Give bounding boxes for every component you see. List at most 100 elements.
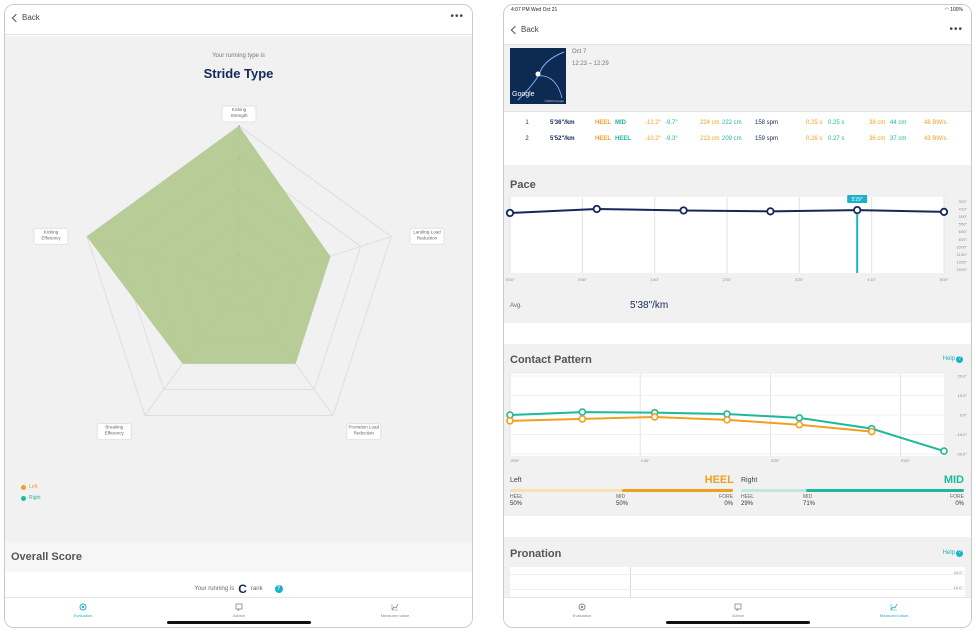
contact-pattern-section: Contact Pattern Help? 0'00" 1'40" 3'20" 5'0… (504, 344, 971, 516)
split-bar-fill (621, 489, 733, 492)
lap-number: 2 (525, 136, 529, 142)
lap-left-pronation: -10.2° (645, 136, 662, 142)
contact-x-tick: 3'20" (771, 458, 780, 463)
contact-point-right (578, 408, 587, 416)
tab-measured-value[interactable]: Measured value (854, 603, 934, 618)
tab-label: Advice (232, 613, 245, 618)
more-options-button[interactable]: ••• (949, 24, 963, 35)
radar-axis-text: Kicking (232, 107, 247, 112)
evaluation-icon (578, 603, 586, 611)
legend-item-right: Right (21, 495, 41, 501)
pace-line (509, 207, 945, 214)
rank-help-button[interactable]: ? (274, 585, 283, 593)
session-header: Google ©2020 Google Oct 7 12:23 – 12:29 (504, 45, 971, 111)
help-label: Help (942, 550, 955, 556)
legend-label-left: Left (29, 484, 38, 490)
pace-x-tick: 0'50" (578, 277, 587, 282)
contact-pattern-title: Contact Pattern (510, 354, 592, 366)
wifi-icon: ◠ (944, 7, 949, 13)
left-foot-label: Left (510, 477, 522, 484)
pace-point (939, 207, 949, 216)
right-top-bar: Back ••• (504, 19, 971, 45)
contact-y-tick: 10.0° (958, 393, 968, 398)
pace-y-tick: 4'10" (959, 208, 968, 212)
home-indicator (665, 621, 810, 624)
tab-advice[interactable]: Advice (199, 603, 279, 618)
contact-y-tick: -20.0° (956, 452, 967, 457)
lap-impact: 43 BW/s (924, 136, 947, 142)
pronation-help-button[interactable]: Help? (943, 550, 963, 557)
radar-axis-text: Pronation Load (349, 425, 380, 430)
table-row[interactable]: 2 5'52"/km HEEL HEEL -10.2° -9.3° 213 cm… (504, 131, 954, 147)
grid-line (630, 567, 631, 599)
contact-y-tick: -10.0° (956, 432, 967, 437)
pace-point (592, 204, 601, 214)
question-icon: ? (956, 356, 963, 363)
back-label: Back (22, 13, 40, 22)
radar-label-box (346, 423, 382, 441)
radar-chart: ABCDEKickingStrengthLanding LoadReductio… (33, 105, 445, 441)
more-options-button[interactable]: ••• (450, 11, 464, 22)
radar-axis-text: Kicking (44, 229, 59, 234)
map-copyright: ©2020 Google (544, 99, 564, 103)
tab-label: Measured value (879, 613, 909, 618)
pace-section: Pace 0'00" 0'50" 1'40" 2'30" 3'20" 4'10" 5'00"… (504, 165, 971, 323)
home-indicator (166, 621, 311, 624)
table-row[interactable]: 1 5'36"/km HEEL MID -12.2° -9.7° 224 cm … (504, 115, 954, 131)
pace-tooltip-box (847, 195, 868, 203)
lap-left-contact: 0.25 s (806, 120, 823, 126)
evaluation-icon (79, 603, 87, 611)
lap-left-stride: 213 cm (700, 136, 720, 142)
measured-value-icon (391, 603, 399, 611)
pace-y-tick: 13'20" (956, 260, 967, 264)
lap-right-strike: MID (615, 120, 626, 126)
lap-number: 1 (525, 120, 529, 126)
back-button[interactable]: Back (11, 13, 40, 22)
pace-tooltip: 5'29" (852, 197, 863, 203)
pace-x-tick: 4'10" (867, 277, 876, 282)
lap-left-pronation: -12.2° (645, 120, 662, 126)
advice-icon (235, 603, 243, 611)
radar-label-box (409, 227, 445, 245)
tab-measured-value[interactable]: Measured value (355, 603, 435, 618)
question-icon: ? (956, 550, 963, 557)
map-brand: Google (512, 91, 535, 98)
pronation-section: Pronation Help? 20.0° 10.0° (504, 537, 971, 599)
contact-help-button[interactable]: Help? (943, 356, 963, 363)
pace-point (679, 206, 688, 215)
lap-impact: 48 BW/s (924, 120, 947, 126)
rank-value: C (238, 582, 247, 596)
lap-right-strike: HEEL (615, 136, 632, 142)
lap-left-swing: 38 cm (869, 120, 886, 126)
pace-avg-value: 5'38"/km (630, 300, 669, 311)
chevron-left-icon (510, 25, 520, 34)
y-tick-label: 20.0° (953, 570, 963, 575)
grid-line (510, 574, 965, 575)
laps-table: 1 5'36"/km HEEL MID -12.2° -9.7° 224 cm … (504, 111, 971, 149)
tab-evaluation[interactable]: Evaluation (43, 603, 123, 618)
split-pct: 0% (724, 501, 733, 507)
overall-score-title: Overall Score (11, 551, 82, 563)
tab-advice[interactable]: Advice (698, 603, 778, 618)
overall-score-header: Overall Score (5, 542, 472, 572)
split-name: HEEL (510, 494, 524, 500)
y-tick-label: 10.0° (953, 585, 963, 590)
rank-suffix: rank (250, 586, 263, 592)
contact-point-right (795, 414, 804, 422)
left-device-screen: Back ••• Your running type is Stride Typ… (4, 4, 473, 628)
tab-evaluation[interactable]: Evaluation (542, 603, 622, 618)
route-map-thumbnail[interactable]: Google ©2020 Google (510, 48, 566, 104)
split-pct: 29% (741, 501, 754, 507)
split-pct: 50% (616, 501, 629, 507)
back-button[interactable]: Back (510, 25, 539, 34)
lap-cadence: 159 spm (755, 136, 779, 142)
radar-label-box (96, 423, 132, 441)
rank-prefix: Your running is (194, 586, 235, 592)
pace-point (505, 208, 515, 218)
pace-x-tick: 1'40" (650, 277, 659, 282)
contact-point-left (723, 416, 731, 424)
pace-y-tick: 15'00" (956, 268, 967, 272)
pace-y-tick: 6'40" (959, 230, 968, 234)
